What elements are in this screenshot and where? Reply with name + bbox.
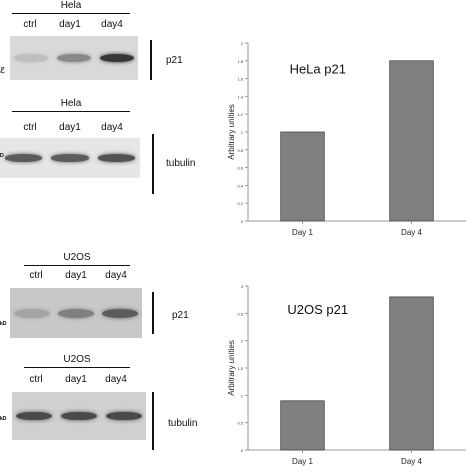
blot-band — [61, 411, 97, 421]
blot-image — [10, 36, 138, 80]
lane-label: day1 — [59, 122, 81, 133]
blot-band — [98, 154, 136, 162]
x-tick-label: Day 1 — [292, 228, 313, 237]
blot-band — [102, 308, 138, 318]
hela-p21-bar-chart: 0 0.2 0.4 0.6 0.8 1 1.2 1.4 1.6 1.8 2 Arbitrary uni… — [227, 41, 466, 237]
lane-label: day1 — [59, 19, 81, 30]
bar — [280, 131, 325, 222]
blot-band — [99, 54, 134, 62]
y-tick-label: 1.8 — [237, 59, 243, 64]
blot-image — [10, 288, 142, 338]
blot-header-rule — [12, 111, 130, 112]
kd-label: ℰ — [0, 66, 5, 75]
lane-label: day1 — [65, 374, 87, 385]
blot-cell-line-label: Hela — [60, 0, 82, 11]
bar — [389, 60, 434, 222]
x-tick-label: Day 4 — [401, 457, 422, 466]
kd-label: ᴰ — [0, 152, 4, 161]
blot-image — [12, 392, 146, 440]
blot-cell-line-label: Hela — [60, 98, 82, 109]
lane-label: ctrl — [23, 122, 37, 133]
lane-label: day4 — [105, 374, 127, 385]
blot-band — [105, 411, 142, 421]
y-tick-label: 0 — [241, 219, 244, 224]
chart-title: HeLa p21 — [290, 61, 346, 76]
marker-bracket — [150, 40, 152, 80]
marker-label: tubulin — [168, 418, 198, 429]
kd-label: ᵏᴰ — [0, 415, 7, 424]
blot-cell-line-label: U2OS — [63, 252, 91, 263]
marker-bracket — [152, 392, 154, 450]
lane-label: ctrl — [29, 374, 43, 385]
y-tick-label: 1.2 — [237, 112, 243, 117]
blot-header-rule — [24, 265, 130, 266]
u2os-p21-bar-chart: 0 0.5 1 1.5 2 2.5 3 Arbitrary unities U2OS p21 Da… — [227, 284, 466, 466]
y-tick-label: 2 — [241, 41, 244, 46]
blot-band — [16, 411, 53, 421]
marker-label: p21 — [166, 55, 183, 66]
chart-title: U2OS p21 — [287, 302, 348, 317]
blot-band — [14, 308, 50, 318]
lane-label: day4 — [101, 19, 123, 30]
y-tick-label: 1.4 — [237, 94, 243, 99]
y-tick-label: 0 — [241, 448, 244, 453]
blot-band — [58, 308, 94, 318]
y-tick-label: 0.4 — [237, 183, 243, 188]
lane-label: ctrl — [23, 19, 37, 30]
y-tick-label: 0.6 — [237, 166, 243, 171]
lane-label: ctrl — [29, 270, 43, 281]
blot-band — [51, 154, 89, 162]
lane-label: day4 — [105, 270, 127, 281]
y-tick-label: 1 — [241, 130, 244, 135]
marker-label: p21 — [172, 310, 189, 321]
y-tick-label: 2.5 — [237, 311, 243, 316]
y-tick-label: 1.6 — [237, 77, 243, 82]
marker-bracket — [152, 292, 154, 334]
marker-label: tubulin — [166, 158, 196, 169]
blot-header-rule — [24, 367, 130, 368]
bar — [280, 400, 325, 451]
y-axis-label: Arbitrary unities — [227, 104, 236, 160]
blot-image — [0, 138, 140, 178]
y-tick-label: 3 — [241, 284, 244, 289]
x-tick-label: Day 4 — [401, 228, 422, 237]
y-tick-label: 1.5 — [237, 366, 243, 371]
marker-bracket — [152, 134, 154, 194]
blot-cell-line-label: U2OS — [63, 354, 91, 365]
y-axis-label: Arbitrary unities — [227, 340, 236, 396]
y-tick-label: 2 — [241, 339, 244, 344]
y-tick-label: 1 — [241, 393, 244, 398]
bar — [389, 296, 434, 451]
lane-label: day4 — [101, 122, 123, 133]
y-tick-label: 0.8 — [237, 148, 243, 153]
y-tick-label: 0.5 — [237, 421, 243, 426]
y-tick-label: 0.2 — [237, 201, 243, 206]
blot-header-rule — [12, 13, 130, 14]
blot-band — [56, 54, 92, 62]
blot-band — [4, 154, 42, 162]
lane-label: day1 — [65, 270, 87, 281]
kd-label: ᵏᴰ — [0, 320, 7, 329]
blot-band — [14, 54, 49, 62]
x-tick-label: Day 1 — [292, 457, 313, 466]
